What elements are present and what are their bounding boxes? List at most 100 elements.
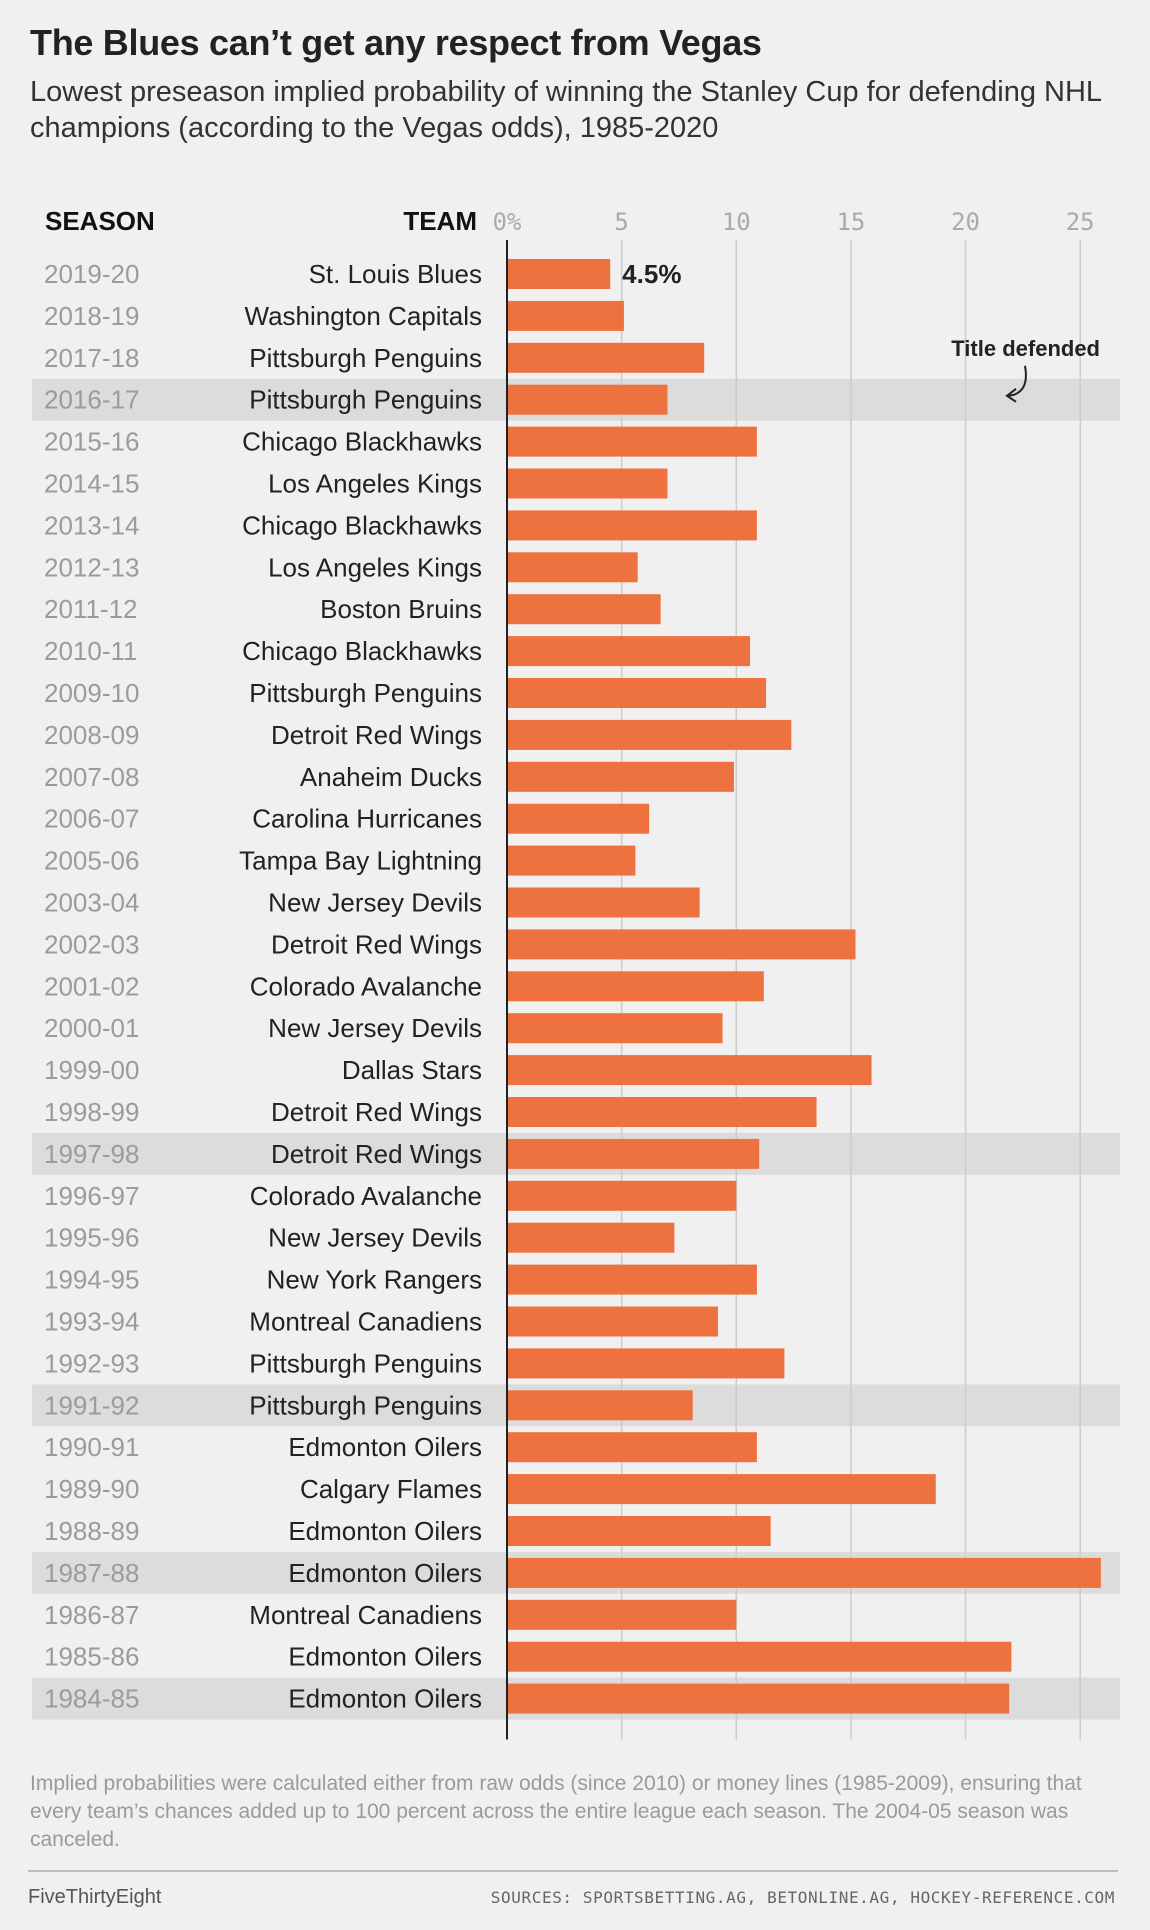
brand-logo-text: FiveThirtyEight [28,1886,162,1908]
bar [507,342,705,373]
team-label: Detroit Red Wings [271,720,482,750]
team-label: Edmonton Oilers [288,1684,482,1714]
x-tick-label: 25 [1066,208,1095,236]
season-label: 2011-12 [44,594,138,624]
season-label: 1990-91 [44,1432,139,1462]
annotation-label: Title defended [951,336,1100,361]
bar [507,887,700,918]
chart-title: The Blues can’t get any respect from Veg… [30,22,762,63]
team-label: New York Rangers [267,1265,482,1295]
bar [507,1641,1012,1672]
season-label: 2014-15 [44,469,139,499]
season-label: 1999-00 [44,1055,139,1085]
team-label: New Jersey Devils [268,888,482,918]
season-label: 1987-88 [44,1558,139,1588]
team-label: Anaheim Ducks [300,762,482,792]
season-label: 2016-17 [44,385,139,415]
team-label: Carolina Hurricanes [252,804,482,834]
season-label: 2009-10 [44,678,139,708]
season-label: 2017-18 [44,343,139,373]
bar [507,678,767,708]
annotation-arrow-head [1005,388,1017,403]
bar [507,719,792,750]
team-label: Colorado Avalanche [250,1181,482,1211]
bar [507,1013,723,1044]
bar [507,1557,1101,1588]
season-label: 1993-94 [44,1307,139,1337]
season-label: 1986-87 [44,1600,139,1630]
season-label: 1985-86 [44,1642,139,1672]
bar [507,803,650,834]
x-tick-label: 15 [836,208,865,236]
team-label: Boston Bruins [320,594,482,624]
bar [507,1180,737,1211]
team-label: Dallas Stars [342,1055,482,1085]
season-label: 2001-02 [44,971,139,1001]
team-label: New Jersey Devils [268,1013,482,1043]
x-tick-label: 0% [493,208,522,236]
team-label: Montreal Canadiens [249,1600,482,1630]
team-label: Pittsburgh Penguins [249,1348,482,1378]
season-label: 1984-85 [44,1684,139,1714]
season-label: 2015-16 [44,427,139,457]
team-label: St. Louis Blues [309,259,482,289]
bar [507,552,638,583]
bar [507,1055,872,1086]
bar [507,1097,817,1127]
bar [507,594,661,625]
footnote: Implied probabilities were calculated ei… [30,1772,1082,1851]
team-label: Chicago Blackhawks [242,636,482,666]
team-label: Calgary Flames [300,1474,482,1504]
team-label: Montreal Canadiens [249,1307,482,1337]
season-label: 1995-96 [44,1223,139,1253]
bar [507,1138,760,1169]
team-label: Pittsburgh Penguins [249,385,482,415]
bar [507,1348,785,1379]
bar-chart: 0% 5 10 15 20 25 SEASON TEAM 2019-20 St. Louis Bl… [32,206,1120,1740]
season-label: 2000-01 [44,1013,139,1043]
team-label: Detroit Red Wings [271,929,482,959]
bar [507,1306,718,1337]
team-label: Washington Capitals [245,301,483,331]
season-label: 2010-11 [44,636,138,666]
team-label: New Jersey Devils [268,1223,482,1253]
team-label: Pittsburgh Penguins [249,343,482,373]
x-tick-label: 10 [722,208,751,236]
season-label: 1989-90 [44,1474,139,1504]
bar [507,1222,675,1253]
season-label: 2006-07 [44,804,139,834]
season-label: 1988-89 [44,1516,139,1546]
season-label: 2005-06 [44,846,139,876]
bar [507,1264,757,1295]
team-label: Detroit Red Wings [271,1097,482,1127]
bar [507,426,757,457]
team-label: Edmonton Oilers [288,1516,482,1546]
bar [507,300,624,331]
x-tick-label: 20 [951,208,980,236]
team-label: Los Angeles Kings [268,552,482,582]
team-label: Detroit Red Wings [271,1139,482,1169]
team-label: Pittsburgh Penguins [249,678,482,708]
season-label: 2002-03 [44,929,139,959]
bar [507,468,668,499]
bar [507,971,764,1002]
bar [507,1432,757,1463]
season-label: 2007-08 [44,762,139,792]
bar [507,929,856,960]
season-label: 1992-93 [44,1348,139,1378]
team-label: Chicago Blackhawks [242,510,482,540]
season-label: 1998-99 [44,1097,139,1127]
bar-value-label: 4.5% [622,259,681,289]
season-label: 2003-04 [44,888,139,918]
team-label: Tampa Bay Lightning [239,846,482,876]
season-label: 2008-09 [44,720,139,750]
season-label: 1997-98 [44,1139,139,1169]
season-label: 2012-13 [44,552,139,582]
season-label: 1994-95 [44,1265,139,1295]
team-label: Pittsburgh Penguins [249,1390,482,1420]
season-label: 2018-19 [44,301,139,331]
team-label: Edmonton Oilers [288,1642,482,1672]
season-label: 1996-97 [44,1181,139,1211]
season-label: 2013-14 [44,510,139,540]
season-label: 1991-92 [44,1390,139,1420]
